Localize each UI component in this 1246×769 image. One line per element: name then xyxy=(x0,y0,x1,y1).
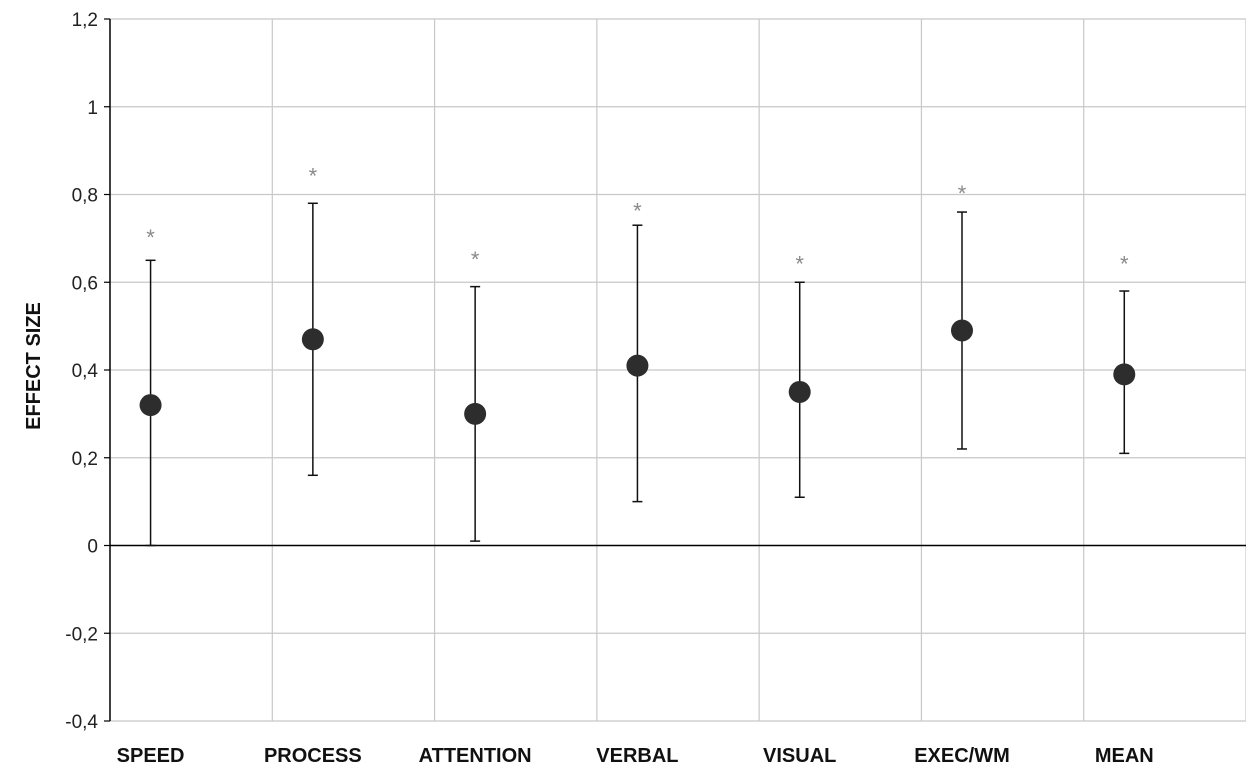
x-tick-label: PROCESS xyxy=(264,745,362,767)
x-tick-label: ATTENTION xyxy=(419,745,532,767)
y-tick-label: 0,8 xyxy=(72,186,98,207)
significance-marker: * xyxy=(471,247,480,272)
y-tick-label: 0,4 xyxy=(72,361,99,382)
y-tick-labels: -0,4 -0,2 0 0,2 0,4 0,6 0,8 1 1,2 xyxy=(65,10,98,733)
y-tick-label: 0,2 xyxy=(72,449,98,470)
data-point xyxy=(139,394,162,417)
x-tick-label: VERBAL xyxy=(596,745,678,767)
data-point xyxy=(1113,363,1136,386)
y-tick-label: -0,2 xyxy=(65,624,98,645)
y-tick-label: -0,4 xyxy=(65,712,98,733)
x-tick-label: EXEC/WM xyxy=(914,745,1010,767)
significance-marker: * xyxy=(309,164,318,189)
significance-markers: * * * * * * * xyxy=(146,164,1129,277)
data-point xyxy=(951,319,973,342)
significance-marker: * xyxy=(958,181,967,206)
x-tick-label: SPEED xyxy=(117,745,185,767)
data-point xyxy=(788,380,811,403)
y-axis-label: EFFECT SIZE xyxy=(23,302,45,430)
significance-marker: * xyxy=(1120,251,1129,276)
significance-marker: * xyxy=(633,199,642,224)
x-tick-label: MEAN xyxy=(1095,745,1154,767)
x-tick-labels: SPEED PROCESS ATTENTION VERBAL VISUAL EXEC/WM… xyxy=(117,745,1154,767)
y-tick-label: 0 xyxy=(87,537,98,558)
x-tick-label: VISUAL xyxy=(763,745,836,767)
data-point xyxy=(626,354,649,377)
significance-marker: * xyxy=(146,225,155,250)
data-point xyxy=(464,402,487,425)
y-tick-label: 1 xyxy=(87,98,98,119)
y-tick-label: 0,6 xyxy=(72,273,98,294)
data-point xyxy=(301,328,324,351)
grid xyxy=(110,18,1246,722)
data-points xyxy=(139,319,1136,425)
significance-marker: * xyxy=(795,251,804,276)
y-tick-label: 1,2 xyxy=(72,10,98,31)
axes xyxy=(104,18,1246,722)
